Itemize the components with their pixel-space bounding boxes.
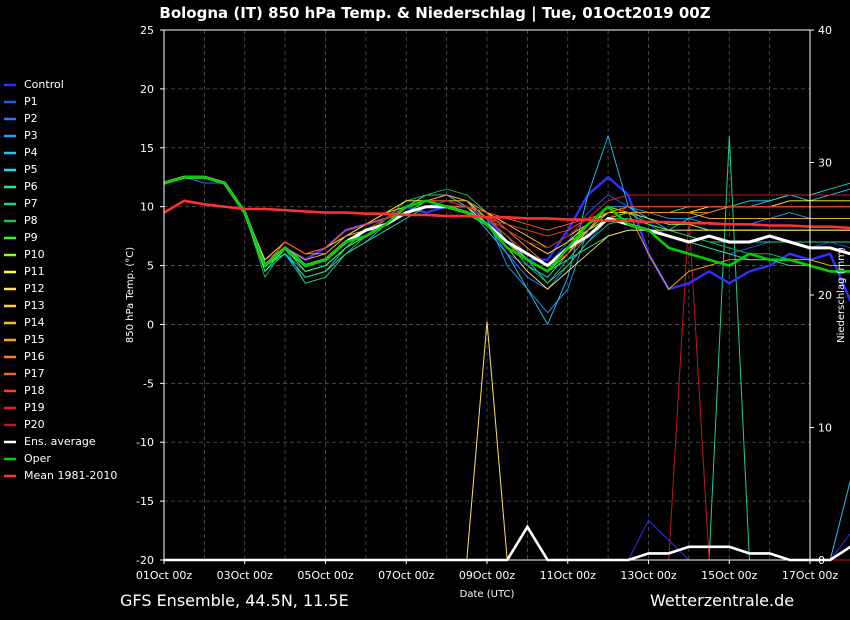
temp-line-p17 [163,176,850,267]
temp-line-mean-1981-2010 [163,199,850,230]
temp-line-ens-average [163,175,850,268]
x-tick-label: 01Oct 00z [136,569,193,582]
temp-line-p13 [163,176,850,267]
legend-label: P14 [24,316,45,329]
legend-label: P10 [24,248,45,261]
precip-line-p7 [164,135,850,561]
legend-label: P4 [24,146,38,159]
y-tick-label: -5 [143,377,154,390]
legend-label: Ens. average [24,435,96,448]
y-tick-label: -20 [136,554,154,567]
legend-label: P11 [24,265,45,278]
y-tick-label: -15 [136,495,154,508]
x-tick-label: 17Oct 00z [782,569,839,582]
legend-label: Control [24,78,64,91]
temp-line-p5 [163,176,850,278]
legend-label: Mean 1981-2010 [24,469,117,482]
y2-tick-label: 40 [818,24,832,37]
footer-right: Wetterzentrale.de [650,591,794,610]
temperature-lines [163,135,850,325]
x-tick-label: 03Oct 00z [217,569,274,582]
y-tick-label: 0 [147,318,154,331]
legend-label: P13 [24,299,45,312]
legend-label: P17 [24,367,45,380]
y-tick-label: 20 [140,83,154,96]
temp-line-p19 [163,176,850,267]
y-tick-label: 10 [140,201,154,214]
y-axis-label: 850 hPa Temp. (°C) [125,247,136,343]
y2-tick-label: 20 [818,289,832,302]
x-tick-label: 09Oct 00z [459,569,516,582]
legend-label: P5 [24,163,38,176]
temp-line-p18 [163,176,850,267]
temp-line-p1 [163,176,850,267]
legend-label: P7 [24,197,38,210]
x-tick-label: 11Oct 00z [540,569,597,582]
y-tick-label: 25 [140,24,154,37]
x-axis-ticks: 01Oct 00z 03Oct 00z 05Oct 00z 07Oct 00z 09Oc… [136,560,839,582]
chart-title: Bologna (IT) 850 hPa Temp. & Niederschla… [159,4,710,23]
y2-axis-label: Niederschlag (mm) [836,247,847,343]
legend-label: P20 [24,418,45,431]
y-axis-ticks: 25 20 15 10 5 0 -5 -10 -15 -20 [136,24,164,567]
legend-label: P9 [24,231,38,244]
precipitation-lines [164,135,850,562]
y2-tick-label: 30 [818,157,832,170]
y2-tick-label: 10 [818,422,832,435]
temp-line-p20 [163,176,850,267]
legend-label: P1 [24,95,38,108]
legend-label: P12 [24,282,45,295]
legend: Control P1 P2 P3 P4 P5 P6 P7 P8 P9 P10 P11 P12 P13 P14… [4,78,117,482]
x-axis-label: Date (UTC) [460,589,515,600]
footer-left: GFS Ensemble, 44.5N, 11.5E [120,591,349,610]
x-tick-label: 05Oct 00z [297,569,354,582]
legend-label: P2 [24,112,38,125]
temp-line-p16 [163,176,850,267]
legend-label: Oper [24,452,51,465]
temp-line-p10 [163,176,850,267]
legend-label: P15 [24,333,45,346]
legend-label: P18 [24,384,45,397]
grid-lines [163,29,811,561]
legend-label: P19 [24,401,45,414]
precip-line-p12 [164,321,850,561]
legend-label: P8 [24,214,38,227]
legend-label: P6 [24,180,38,193]
y-tick-label: 15 [140,142,154,155]
y2-axis-ticks: 40 30 20 10 0 [810,24,832,567]
temp-line-p3 [163,176,850,314]
x-tick-label: 15Oct 00z [701,569,758,582]
x-tick-label: 07Oct 00z [378,569,435,582]
y-tick-label: 5 [147,260,154,273]
x-tick-label: 13Oct 00z [620,569,677,582]
legend-label: P3 [24,129,38,142]
y-tick-label: -10 [136,436,154,449]
legend-label: P16 [24,350,45,363]
y2-tick-label: 0 [818,554,825,567]
temp-line-oper [163,175,850,273]
